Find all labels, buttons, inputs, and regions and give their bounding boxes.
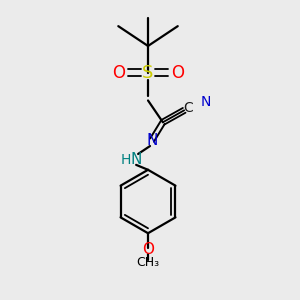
Text: N: N — [200, 95, 211, 110]
Text: O: O — [142, 242, 154, 256]
Text: N: N — [130, 152, 142, 167]
Text: O: O — [112, 64, 125, 82]
Text: O: O — [171, 64, 184, 82]
Text: S: S — [142, 64, 154, 82]
Text: N: N — [146, 133, 158, 148]
Text: H: H — [121, 153, 131, 167]
Text: C: C — [183, 101, 193, 116]
Text: CH₃: CH₃ — [136, 256, 160, 269]
